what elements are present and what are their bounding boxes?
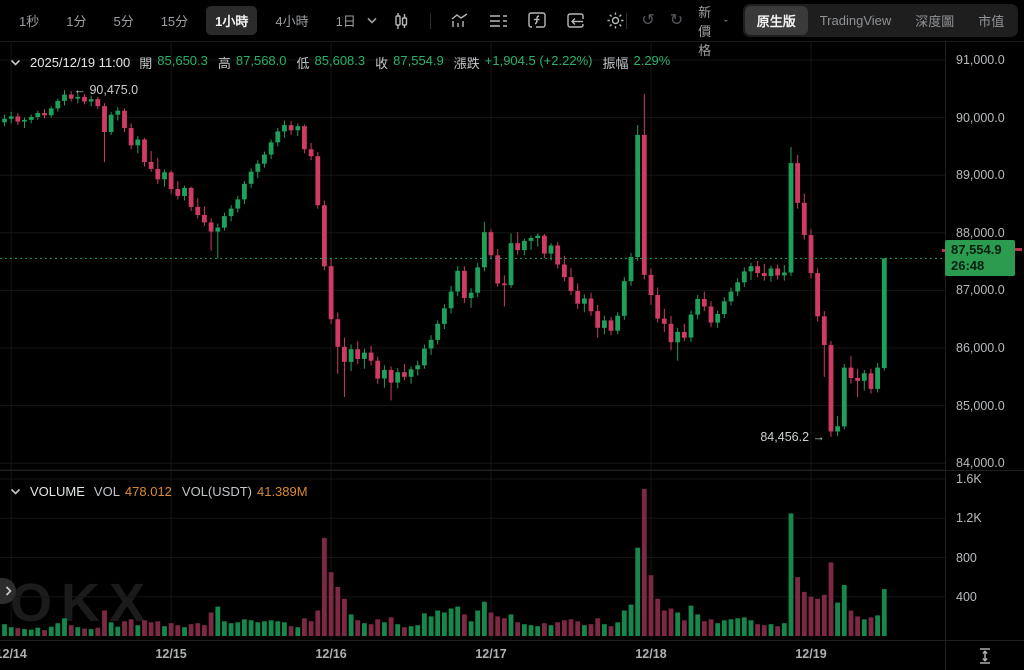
price-tick-88000: 88,000.0 [956,225,1005,240]
interval-selector: 1秒 1分 5分 15分 1小時 4小時 1日 [10,6,365,35]
tab-原生版[interactable]: 原生版 [744,6,808,35]
ohlc-label: 低 [296,56,310,71]
price-tick-86000: 86,000.0 [956,341,1005,355]
ohlc-label: 收 [375,56,389,71]
volume-tick-1200: 1.2K [956,511,982,526]
ohlc-value: 87,554.9 [393,53,444,68]
volume-pane-title: VOLUME [30,484,85,499]
chart-view-tabs: 原生版 TradingView 深度圖 市值 [742,4,1019,37]
time-label-12/16: 12/16 [315,647,347,661]
axis-order-marker [1013,248,1022,251]
ohlc-value: 2.29% [633,53,671,68]
ohlc-field-漲跌: 漲跌 +1,904.5 (+2.22%) [454,53,593,72]
last-price-tag: 87,554.9 26:48 [945,240,1015,277]
price-tick-84000: 84,000.0 [956,456,1005,471]
ohlc-field-高: 高 87,568.0 [218,53,287,72]
axis-order-marker [942,249,946,252]
price-mode-dropdown[interactable]: 最新價格 [698,0,728,59]
interval-5分[interactable]: 5分 [113,14,134,29]
ohlc-field-收: 收 87,554.9 [375,53,444,72]
volume-value: 478.012 [124,484,172,499]
time-label-12/19: 12/19 [795,647,827,661]
interval-1日[interactable]: 1日 [335,14,356,29]
indicator-icon[interactable] [450,11,470,31]
panel-expand-handle[interactable] [0,578,16,604]
price-tick-89000: 89,000.0 [956,168,1005,183]
ohlc-value: 85,650.3 [157,53,208,68]
gear-icon[interactable] [606,11,626,31]
indicator-lines-icon[interactable] [489,11,509,31]
interval-15分[interactable]: 15分 [160,14,189,29]
ohlc-label: 開 [139,56,153,71]
ohlc-label: 高 [217,56,231,71]
formula-icon[interactable] [528,11,548,31]
tab-深度圖[interactable]: 深度圖 [915,14,955,29]
collapse-chevron-icon[interactable] [10,59,21,66]
interval-chevron-down-icon[interactable] [367,11,377,31]
candles-chart-type-icon[interactable] [391,11,411,31]
collapse-chevron-icon[interactable] [10,488,21,495]
volume-value: 41.389M [256,484,308,499]
price-tick-90000: 90,000.0 [956,110,1005,125]
ohlc-label: 漲跌 [453,56,480,71]
time-label-12/17: 12/17 [475,647,507,661]
axis-divider [0,640,1024,641]
time-label-12/18: 12/18 [635,647,667,661]
pane-divider[interactable] [0,470,1024,471]
candle-datetime: 2025/12/19 11:00 [30,55,131,70]
price-tick-85000: 85,000.0 [956,398,1005,413]
ohlc-label: 振幅 [602,56,629,71]
time-label-12/14: 12/14 [0,647,27,661]
range-low-annotation: 84,456.2 → [760,429,825,444]
ohlc-info-bar: 2025/12/19 11:00 開 85,650.3 高 87,568.0 低 85,6… [10,53,670,72]
chart-toolbar: 1秒 1分 5分 15分 1小時 4小時 1日 [0,0,1024,58]
ohlc-field-振幅: 振幅 2.29% [602,53,670,72]
ohlc-value: 85,608.3 [314,53,366,68]
volume-tick-400: 400 [956,589,977,604]
replay-icon[interactable] [567,11,587,31]
ohlc-field-低: 低 85,608.3 [297,53,366,72]
time-axis[interactable]: 12/14 12/15 12/16 12/17 12/18 12/19 [0,641,945,670]
interval-1小時[interactable]: 1小時 [206,6,258,35]
interval-1分[interactable]: 1分 [66,14,87,29]
chevron-right-icon [5,586,12,596]
tab-TradingView[interactable]: TradingView [819,13,892,28]
interval-1秒[interactable]: 1秒 [19,14,40,29]
volume-tick-800: 800 [956,550,977,565]
tab-市值[interactable]: 市值 [978,14,1005,29]
axis-corner [945,641,1024,670]
price-tick-91000: 91,000.0 [956,53,1005,67]
time-label-12/15: 12/15 [155,647,187,661]
chart-canvas[interactable]: OKX 2025/12/19 11:00 開 85,650.3 高 87,568.0 低… [0,42,945,640]
price-axis[interactable]: 87,554.9 26:48 91,000.0 90,000.0 89,000.0 8… [942,42,1024,640]
volume-field-VOL(USDT): VOL(USDT) 41.389M [182,484,308,499]
ohlc-value: +1,904.5 (+2.22%) [484,53,593,68]
candle-countdown: 26:48 [951,258,985,274]
volume-label: VOL(USDT) [181,484,252,499]
price-mode-label: 最新價格 [698,0,712,58]
price-tick-87000: 87,000.0 [956,283,1005,298]
redo-icon[interactable]: ↻ [669,11,684,29]
chevron-down-icon [724,19,728,22]
candlestick-volume-plot[interactable] [0,42,945,640]
last-price-value: 87,554.9 [951,242,1002,258]
volume-label: VOL [93,484,120,499]
interval-4小時[interactable]: 4小時 [275,14,309,29]
volume-field-VOL: VOL 478.012 [94,484,172,499]
ohlc-field-開: 開 85,650.3 [139,53,208,72]
undo-icon[interactable]: ↺ [641,11,655,29]
range-high-annotation: ← 90,475.0 [73,83,139,98]
ohlc-value: 87,568.0 [235,53,287,68]
auto-fit-scale-icon[interactable] [977,647,993,665]
toolbar-divider [429,12,431,29]
ohlc-values: 開 85,650.3 高 87,568.0 低 85,608.3 收 87,554.9 漲跌 +1… [139,53,670,72]
volume-info-bar: VOLUME VOL 478.012 VOL(USDT) 41.389M [10,484,308,499]
volume-tick-1600: 1.6K [956,472,982,486]
volume-values: VOL 478.012 VOL(USDT) 41.389M [94,484,308,499]
